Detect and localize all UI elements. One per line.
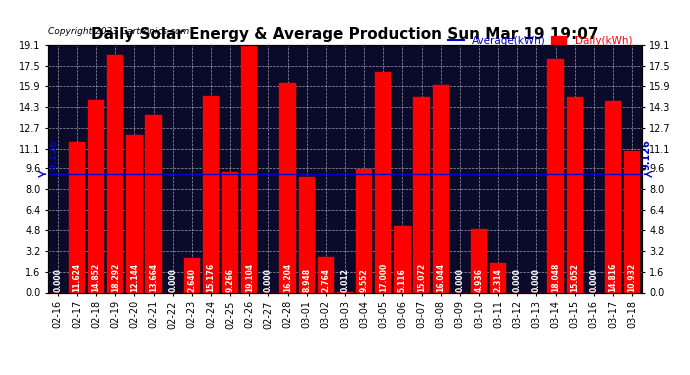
Bar: [490, 262, 506, 292]
Title: Daily Solar Energy & Average Production Sun Mar 19 19:07: Daily Solar Energy & Average Production …: [91, 27, 599, 42]
Bar: [146, 116, 161, 292]
Bar: [471, 228, 487, 292]
Bar: [126, 135, 143, 292]
Text: 0.000: 0.000: [53, 268, 62, 292]
Text: 15.176: 15.176: [206, 263, 215, 292]
Text: 0.000: 0.000: [532, 268, 541, 292]
Bar: [566, 98, 583, 292]
Text: 9.266: 9.266: [226, 268, 235, 292]
Text: 10.932: 10.932: [628, 263, 637, 292]
Bar: [356, 169, 373, 292]
Bar: [184, 258, 200, 292]
Text: 9.126: 9.126: [642, 140, 651, 170]
Text: 2.640: 2.640: [188, 268, 197, 292]
Text: 15.052: 15.052: [570, 263, 579, 292]
Bar: [88, 100, 104, 292]
Bar: [69, 142, 85, 292]
Text: Copyright 2023 Cartronics.com: Copyright 2023 Cartronics.com: [48, 27, 190, 36]
Text: 2.314: 2.314: [493, 268, 502, 292]
Text: 0.000: 0.000: [168, 268, 177, 292]
Bar: [605, 100, 621, 292]
Text: 15.072: 15.072: [417, 263, 426, 292]
Bar: [299, 177, 315, 292]
Text: 11.624: 11.624: [72, 263, 81, 292]
Text: 16.204: 16.204: [283, 263, 292, 292]
Bar: [317, 256, 334, 292]
Bar: [107, 56, 124, 292]
Bar: [413, 97, 430, 292]
Bar: [433, 85, 449, 292]
Legend: Average(kWh), Daily(kWh): Average(kWh), Daily(kWh): [444, 32, 636, 50]
Text: 14.816: 14.816: [609, 262, 618, 292]
Bar: [203, 96, 219, 292]
Bar: [222, 172, 238, 292]
Text: 18.292: 18.292: [111, 262, 120, 292]
Text: 0.012: 0.012: [340, 268, 350, 292]
Bar: [394, 226, 411, 292]
Text: 0.000: 0.000: [264, 268, 273, 292]
Text: 0.000: 0.000: [513, 268, 522, 292]
Text: 18.048: 18.048: [551, 262, 560, 292]
Text: 0.000: 0.000: [455, 268, 464, 292]
Bar: [547, 58, 564, 292]
Text: 17.000: 17.000: [379, 262, 388, 292]
Text: 14.852: 14.852: [92, 263, 101, 292]
Bar: [375, 72, 391, 292]
Text: 13.664: 13.664: [149, 263, 158, 292]
Text: 16.044: 16.044: [436, 263, 445, 292]
Bar: [279, 82, 296, 292]
Text: 19.104: 19.104: [245, 263, 254, 292]
Bar: [624, 151, 640, 292]
Text: 12.144: 12.144: [130, 263, 139, 292]
Text: 9.552: 9.552: [359, 268, 368, 292]
Text: 8.948: 8.948: [302, 268, 311, 292]
Bar: [241, 45, 257, 292]
Text: 0.000: 0.000: [589, 268, 598, 292]
Text: 4.936: 4.936: [475, 268, 484, 292]
Text: 5.116: 5.116: [398, 268, 407, 292]
Text: 2.764: 2.764: [322, 268, 331, 292]
Text: 9.126: 9.126: [48, 140, 58, 170]
